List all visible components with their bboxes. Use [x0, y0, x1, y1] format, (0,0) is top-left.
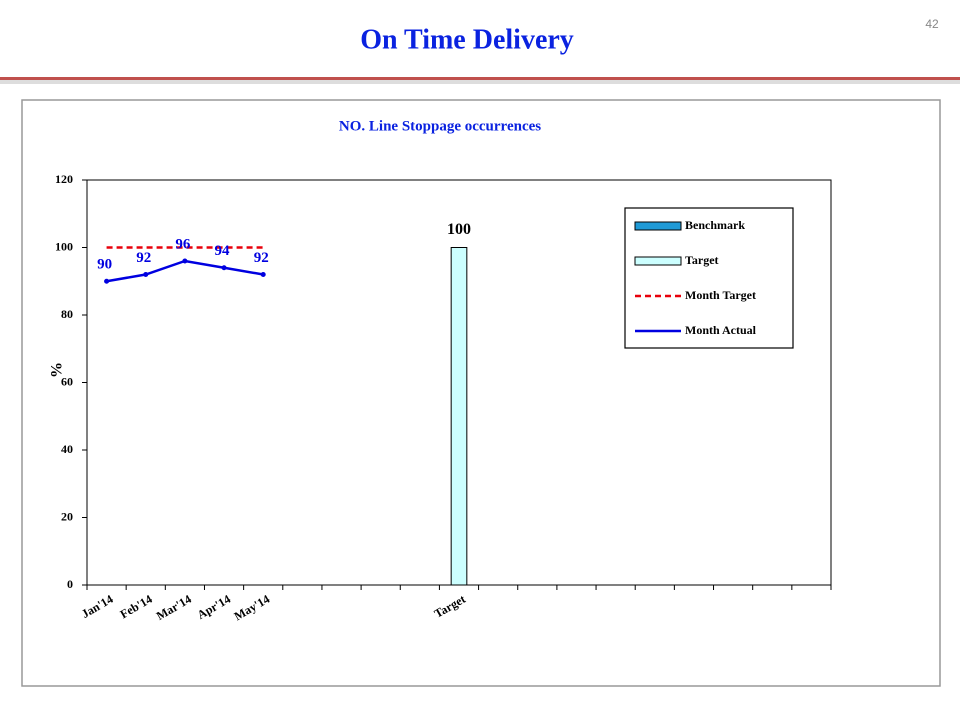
- line-marker: [182, 258, 188, 264]
- title-rule-shadow: [0, 80, 960, 84]
- legend-label: Month Actual: [685, 323, 757, 337]
- y-tick-label: 0: [67, 577, 73, 591]
- line-marker: [221, 265, 227, 271]
- legend-label: Month Target: [685, 288, 756, 302]
- slide-title: On Time Delivery: [360, 24, 574, 55]
- legend-label: Target: [685, 253, 719, 267]
- y-tick-label: 20: [61, 509, 73, 523]
- y-tick-label: 60: [61, 374, 73, 388]
- data-label: 94: [215, 243, 231, 259]
- legend-swatch: [634, 256, 682, 266]
- chart-title: NO. Line Stoppage occurrences: [339, 118, 541, 134]
- title-rule: [0, 77, 960, 80]
- bar: [450, 247, 468, 586]
- y-axis-label: %: [49, 362, 66, 378]
- y-tick-label: 80: [61, 307, 73, 321]
- line-marker: [143, 272, 149, 277]
- chart-frame: [21, 99, 941, 687]
- y-tick-label: 100: [55, 239, 73, 253]
- legend-swatch: [634, 221, 682, 231]
- data-label: 96: [175, 236, 191, 252]
- page-number: 42: [925, 17, 939, 31]
- legend-label: Benchmark: [685, 218, 745, 232]
- data-label: 92: [254, 250, 269, 266]
- legend-box: [624, 207, 794, 349]
- data-label: 100: [447, 221, 471, 238]
- y-tick-label: 40: [61, 442, 73, 456]
- y-tick-label: 120: [55, 172, 73, 186]
- data-label: 92: [136, 250, 151, 266]
- line-marker: [104, 278, 110, 284]
- data-label: 90: [97, 257, 112, 273]
- line-marker: [260, 272, 266, 277]
